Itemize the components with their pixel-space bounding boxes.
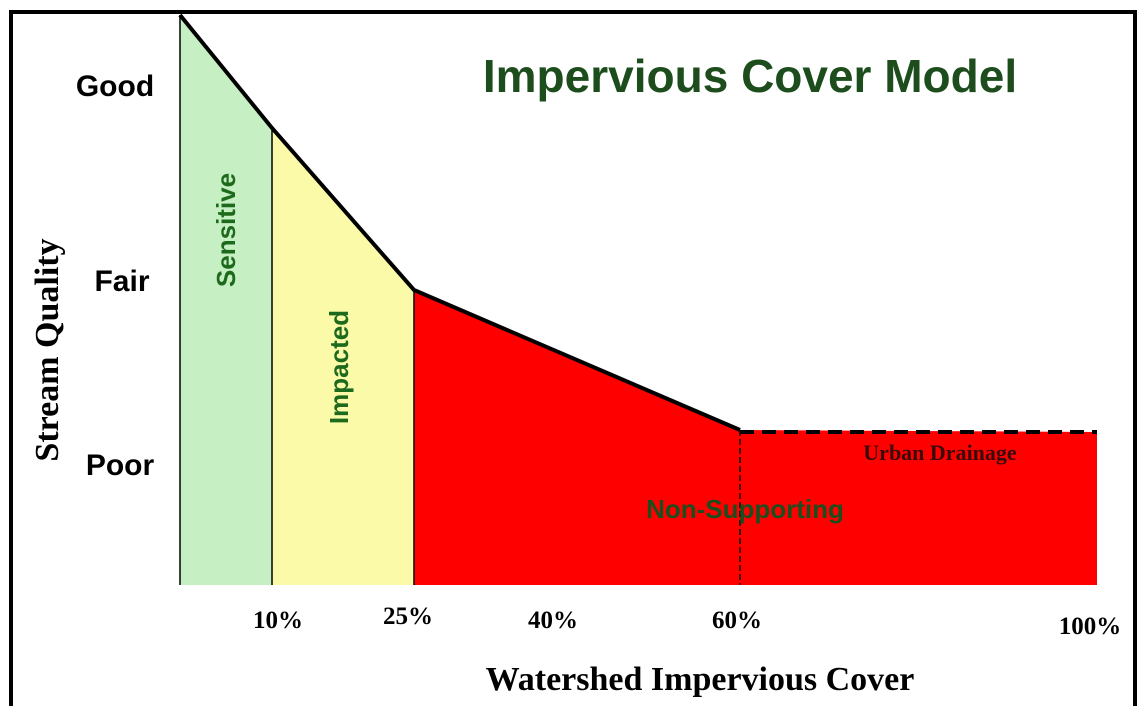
title: Impervious Cover Model xyxy=(483,50,1017,102)
y-level: Fair xyxy=(94,265,149,298)
x-tick: 60% xyxy=(712,607,762,634)
x-tick: 25% xyxy=(383,603,433,630)
y-level: Good xyxy=(76,70,154,103)
sensitive-zone xyxy=(180,15,272,585)
zone-label: Impacted xyxy=(324,310,354,424)
x-tick: 10% xyxy=(253,607,303,634)
zone-label: Sensitive xyxy=(211,173,241,287)
x-tick: 100% xyxy=(1059,613,1122,640)
zone-label: Urban Drainage xyxy=(863,440,1017,465)
impacted-zone xyxy=(272,128,414,585)
zone-label: Non-Supporting xyxy=(646,494,844,524)
y-level: Poor xyxy=(86,449,155,482)
y-axis-label: Stream Quality xyxy=(29,238,66,461)
x-axis-label: Watershed Impervious Cover xyxy=(486,661,915,698)
quality-curve xyxy=(178,13,741,432)
x-tick: 40% xyxy=(528,607,578,634)
